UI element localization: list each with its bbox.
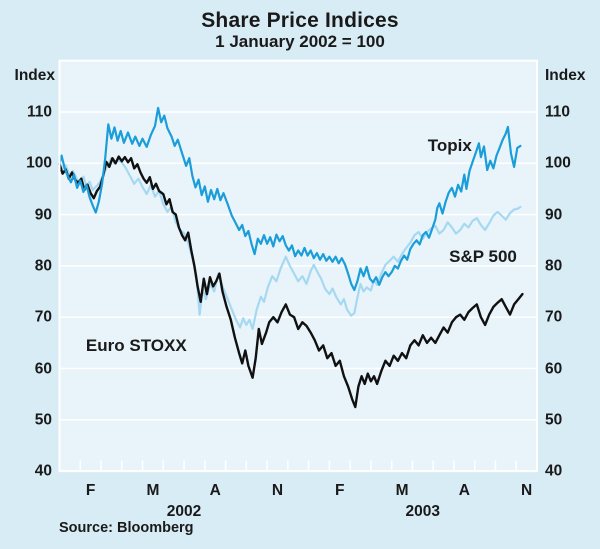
y-tick-label-right-90: 90 [545, 205, 563, 223]
y-tick-label-left-50: 50 [34, 411, 52, 429]
x-month-label-3-N: N [271, 482, 284, 499]
y-tick-label-left-110: 110 [26, 103, 52, 121]
y-tick-label-right-110: 110 [545, 103, 571, 121]
x-month-label-1-M: M [146, 482, 160, 499]
y-axis-unit-right: Index [545, 67, 586, 84]
y-tick-label-right-100: 100 [545, 154, 571, 172]
y-tick-label-left-90: 90 [34, 205, 52, 223]
series-line-topix [58, 106, 522, 292]
series-line-euro-stoxx [58, 155, 524, 409]
x-month-label-0-F: F [85, 482, 96, 499]
series-label-topix: Topix [427, 135, 472, 155]
chart-subtitle: 1 January 2002 = 100 [215, 32, 385, 51]
y-tick-label-left-80: 80 [34, 257, 52, 275]
y-tick-label-left-100: 100 [26, 154, 52, 172]
y-tick-label-right-70: 70 [545, 308, 563, 326]
source-note: Source: Bloomberg [59, 520, 194, 536]
x-year-label-2003: 2003 [405, 503, 441, 520]
x-month-label-6-A: A [458, 482, 470, 499]
x-month-label-2-A: A [209, 482, 221, 499]
x-year-label-2002: 2002 [166, 503, 202, 520]
chart-title: Share Price Indices [201, 9, 399, 32]
y-tick-label-left-40: 40 [34, 462, 52, 480]
x-month-label-4-F: F [335, 482, 345, 499]
y-axis-unit-left: Index [14, 67, 55, 84]
series-label-s-p-500: S&P 500 [449, 247, 517, 267]
series-label-euro-stoxx: Euro STOXX [85, 335, 187, 355]
y-tick-label-left-60: 60 [34, 359, 52, 377]
y-tick-label-right-50: 50 [545, 411, 563, 429]
y-tick-label-left-70: 70 [34, 308, 52, 326]
y-tick-label-right-80: 80 [545, 257, 563, 275]
plot-frame [58, 59, 538, 473]
series-line-s-p-500 [58, 157, 522, 331]
y-tick-label-right-40: 40 [545, 462, 563, 480]
x-month-label-5-M: M [395, 482, 409, 499]
y-tick-label-right-60: 60 [545, 359, 563, 377]
x-month-label-7-N: N [520, 482, 533, 499]
